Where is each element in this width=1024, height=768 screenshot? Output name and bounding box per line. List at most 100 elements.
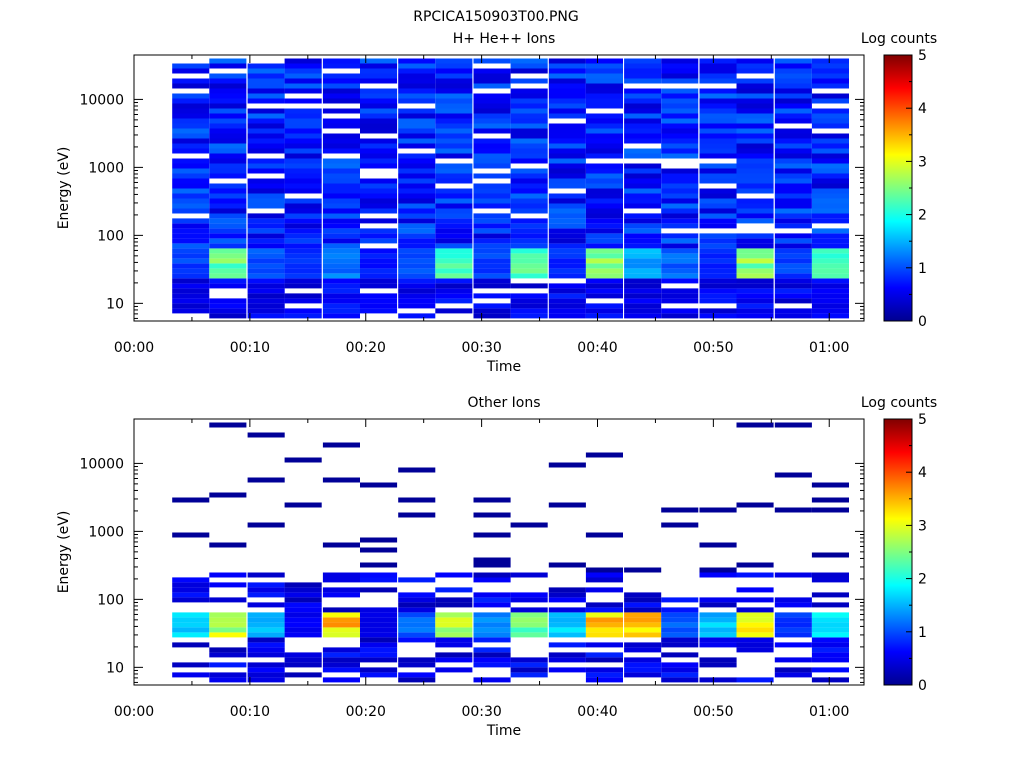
heatmap-cell (209, 228, 247, 234)
heatmap-cell (510, 88, 548, 94)
heatmap-cell (774, 203, 812, 209)
heatmap-cell (774, 308, 812, 314)
heatmap-cell (510, 522, 548, 528)
heatmap-cell (736, 163, 774, 169)
heatmap-cell (699, 278, 737, 284)
heatmap-cell (624, 617, 662, 623)
heatmap-cell (661, 637, 699, 643)
heatmap-cell (172, 672, 210, 678)
heatmap-cell (473, 143, 511, 149)
heatmap-cell (473, 637, 511, 643)
heatmap-cell (172, 113, 210, 119)
heatmap-cell (284, 158, 322, 164)
heatmap-cell (510, 93, 548, 99)
heatmap-cell (284, 188, 322, 194)
heatmap-cell (398, 278, 436, 284)
heatmap-cell (247, 178, 285, 184)
heatmap-cell (585, 113, 623, 119)
heatmap-cell (585, 163, 623, 169)
heatmap-cell (510, 243, 548, 249)
heatmap-cell (774, 293, 812, 299)
heatmap-cell (209, 173, 247, 179)
heatmap-cell (435, 617, 473, 623)
heatmap-cell (548, 597, 586, 603)
heatmap-cell (736, 642, 774, 648)
heatmap-cell (172, 143, 210, 149)
heatmap-cell (774, 627, 812, 633)
x-tick-label: 00:40 (577, 704, 617, 720)
heatmap-cell (548, 313, 586, 319)
heatmap-cell (473, 677, 511, 683)
heatmap-cell (322, 293, 360, 299)
heatmap-cell (585, 617, 623, 623)
heatmap-cell (624, 657, 662, 663)
heatmap-cell (209, 248, 247, 254)
heatmap-cell (699, 612, 737, 618)
heatmap-cell (811, 123, 849, 129)
heatmap-cell (585, 313, 623, 319)
colorbar-tick-label: 4 (918, 465, 927, 481)
heatmap-cell (435, 153, 473, 159)
heatmap-cell (624, 73, 662, 79)
heatmap-cell (699, 168, 737, 174)
heatmap-cell (510, 667, 548, 673)
heatmap-cell (473, 577, 511, 583)
heatmap-cell (774, 83, 812, 89)
heatmap-cell (624, 288, 662, 294)
heatmap-cell (548, 88, 586, 94)
y-tick-label: 100 (97, 592, 124, 608)
heatmap-cell (435, 173, 473, 179)
heatmap-cell (548, 253, 586, 259)
heatmap-cell (585, 63, 623, 69)
x-axis-label: Time (486, 359, 521, 375)
heatmap-cell (811, 622, 849, 628)
heatmap-cell (172, 173, 210, 179)
heatmap-cell (811, 133, 849, 139)
heatmap-cell (510, 268, 548, 274)
heatmap-cell (209, 158, 247, 164)
heatmap-cell (548, 502, 586, 508)
heatmap-cell (774, 472, 812, 478)
heatmap-cell (585, 83, 623, 89)
heatmap-cell (284, 213, 322, 219)
heatmap-cell (247, 642, 285, 648)
heatmap-cell (736, 128, 774, 134)
heatmap-cell (811, 93, 849, 99)
heatmap-cell (473, 83, 511, 89)
heatmap-cell (548, 73, 586, 79)
heatmap-cell (699, 617, 737, 623)
heatmap-cell (624, 273, 662, 279)
heatmap-cell (624, 602, 662, 608)
heatmap-cell (322, 632, 360, 638)
heatmap-cell (322, 183, 360, 189)
heatmap-cell (736, 148, 774, 154)
heatmap-cell (510, 662, 548, 668)
heatmap-cell (209, 313, 247, 319)
heatmap-cell (435, 253, 473, 259)
heatmap-cell (398, 68, 436, 74)
heatmap-cell (510, 592, 548, 598)
heatmap-cell (209, 168, 247, 174)
heatmap-cell (699, 622, 737, 628)
heatmap-cell (247, 138, 285, 144)
heatmap-cell (435, 118, 473, 124)
heatmap-cell (510, 143, 548, 149)
y-tick-label: 10000 (79, 456, 124, 472)
heatmap-cell (661, 617, 699, 623)
heatmap-cell (247, 672, 285, 678)
heatmap-cell (435, 88, 473, 94)
heatmap-cell (209, 243, 247, 249)
heatmap-cell (510, 308, 548, 314)
heatmap-cell (548, 258, 586, 264)
heatmap-cell (360, 158, 398, 164)
heatmap-cell (510, 283, 548, 289)
heatmap-cell (322, 662, 360, 668)
heatmap-cell (360, 88, 398, 94)
heatmap-cell (736, 268, 774, 274)
heatmap-cell (209, 672, 247, 678)
heatmap-cell (473, 313, 511, 319)
heatmap-cell (811, 278, 849, 284)
heatmap-cell (360, 637, 398, 643)
y-tick-label: 1000 (88, 160, 124, 176)
heatmap-cell (172, 228, 210, 234)
